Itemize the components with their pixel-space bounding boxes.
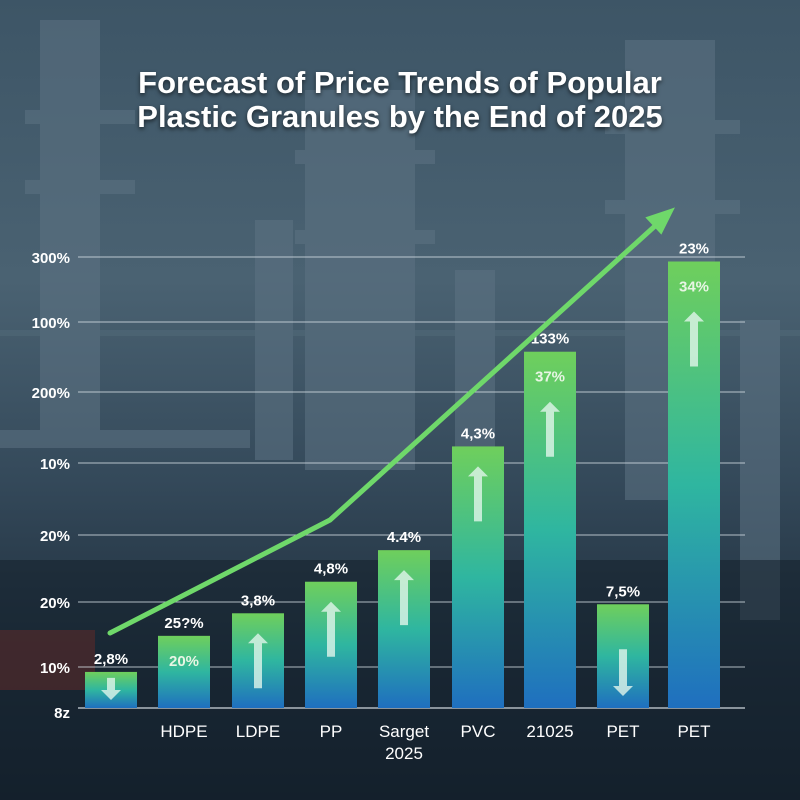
x-tick-label: LDPE: [236, 722, 280, 741]
arrow-down-icon: [101, 677, 121, 700]
bar-value-label: 23%: [679, 241, 709, 258]
bar-value-label: 7,5%: [606, 583, 640, 600]
bar-value-label: 25?%: [164, 615, 203, 632]
bar-inner-label: 20%: [169, 653, 199, 670]
x-tick-label: 21025: [526, 722, 573, 741]
bar-inner-label: 37%: [535, 369, 565, 386]
chart-title-line-2: Plastic Granules by the End of 2025: [137, 99, 663, 134]
y-tick-label: 8z: [54, 705, 70, 722]
bar-value-label: 3,8%: [241, 592, 275, 609]
x-tick-label: Sarget: [379, 722, 429, 741]
y-tick-label: 300%: [32, 250, 70, 267]
bar-value-label: 4,3%: [461, 425, 495, 442]
x-tick-label: PVC: [461, 722, 496, 741]
bar-value-label: 133%: [531, 331, 569, 348]
arrow-up-icon: [684, 311, 704, 367]
arrow-down-icon: [613, 649, 633, 696]
x-tick-label: PET: [677, 722, 710, 741]
arrow-up-icon: [394, 570, 414, 626]
arrow-up-icon: [321, 601, 341, 657]
y-tick-label: 10%: [40, 456, 70, 473]
arrow-up-icon: [468, 466, 488, 522]
bar-value-label: 4.4%: [387, 529, 421, 546]
x-tick-label: HDPE: [160, 722, 207, 741]
y-tick-label: 200%: [32, 385, 70, 402]
chart-title: Forecast of Price Trends of Popular Plas…: [0, 66, 800, 134]
x-tick-label: 2025: [385, 744, 423, 763]
y-tick-label: 20%: [40, 528, 70, 545]
arrow-up-icon: [248, 633, 268, 689]
y-tick-label: 20%: [40, 595, 70, 612]
y-tick-label: 100%: [32, 315, 70, 332]
bar-inner-label: 34%: [679, 279, 709, 296]
y-tick-label: 10%: [40, 660, 70, 677]
bar: [158, 635, 210, 708]
trend-arrowhead-icon: [645, 207, 675, 235]
bar-value-label: 4,8%: [314, 561, 348, 578]
bar-value-label: 2,8%: [94, 651, 128, 668]
x-tick-label: PP: [320, 722, 343, 741]
trend-line: [107, 223, 658, 636]
x-tick-label: PET: [606, 722, 639, 741]
arrow-up-icon: [540, 401, 560, 457]
chart-title-line-1: Forecast of Price Trends of Popular: [138, 65, 662, 100]
